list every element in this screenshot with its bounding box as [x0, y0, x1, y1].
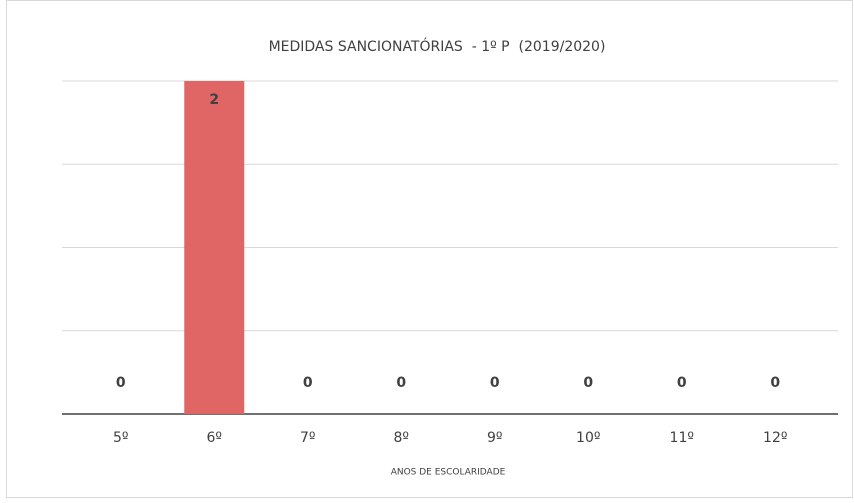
x-tick-label: 9º — [487, 430, 503, 446]
chart-border — [6, 0, 853, 498]
x-axis-label: ANOS DE ESCOLARIDADE — [391, 468, 506, 478]
data-label: 0 — [770, 375, 780, 391]
data-label: 0 — [116, 375, 126, 391]
data-label: 2 — [209, 92, 219, 108]
data-label: 0 — [396, 375, 406, 391]
x-tick-label: 8º — [393, 430, 409, 446]
chart-title: MEDIDAS SANCIONATÓRIAS - 1º P (2019/2020… — [269, 37, 606, 55]
x-tick-label: 5º — [113, 430, 129, 446]
x-tick-label: 10º — [576, 430, 600, 446]
data-label: 0 — [583, 375, 593, 391]
data-label: 0 — [490, 375, 500, 391]
bar — [184, 81, 245, 414]
x-tick-label: 11º — [670, 430, 694, 446]
x-tick-label: 12º — [763, 430, 787, 446]
x-tick-label: 6º — [206, 430, 222, 446]
data-label: 0 — [303, 375, 313, 391]
x-tick-label: 7º — [300, 430, 316, 446]
data-label: 0 — [677, 375, 687, 391]
